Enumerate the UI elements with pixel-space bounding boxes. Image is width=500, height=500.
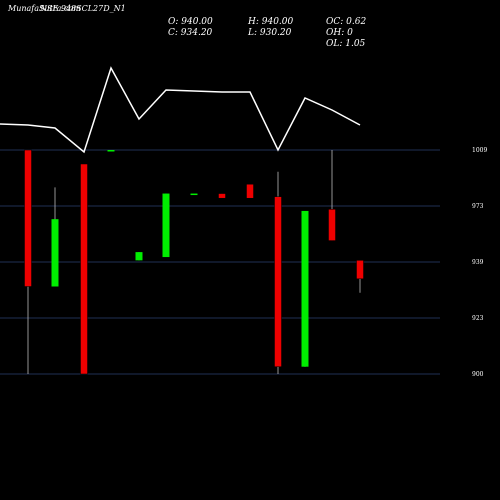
- y-tick-label: 973: [472, 203, 484, 210]
- ohlc-oh: OH: 0: [326, 28, 353, 38]
- candle-body: [190, 193, 198, 196]
- candle-body: [246, 183, 254, 199]
- ohlc-oc: OC: 0.62: [326, 17, 367, 27]
- y-tick-label: 939: [472, 259, 484, 266]
- volume-line: [0, 66, 361, 154]
- ohlc-open: O: 940.00: [168, 17, 213, 27]
- candle-body: [162, 193, 170, 258]
- candle-body: [218, 193, 226, 199]
- candle-body: [356, 260, 364, 280]
- candle-body: [24, 149, 32, 287]
- candle-body: [301, 210, 309, 367]
- symbol-label: NSE 948SCL27D_N1: [40, 4, 126, 13]
- ohlc-high: H: 940.00: [248, 17, 294, 27]
- ohlc-close: C: 934.20: [168, 28, 213, 38]
- y-tick-label: 1009: [472, 147, 487, 154]
- candle-body: [107, 150, 115, 152]
- candle-body: [328, 209, 336, 241]
- y-tick-label: 923: [472, 315, 484, 322]
- brand-label: MunafaSutra.com: [8, 4, 81, 13]
- candle-body: [274, 196, 282, 367]
- candle-body: [80, 163, 88, 375]
- candle-body: [135, 252, 143, 261]
- ohlc-ol: OL: 1.05: [326, 39, 366, 49]
- ohlc-low: L: 930.20: [248, 28, 292, 38]
- y-tick-label: 900: [472, 371, 484, 378]
- candle-body: [51, 219, 59, 287]
